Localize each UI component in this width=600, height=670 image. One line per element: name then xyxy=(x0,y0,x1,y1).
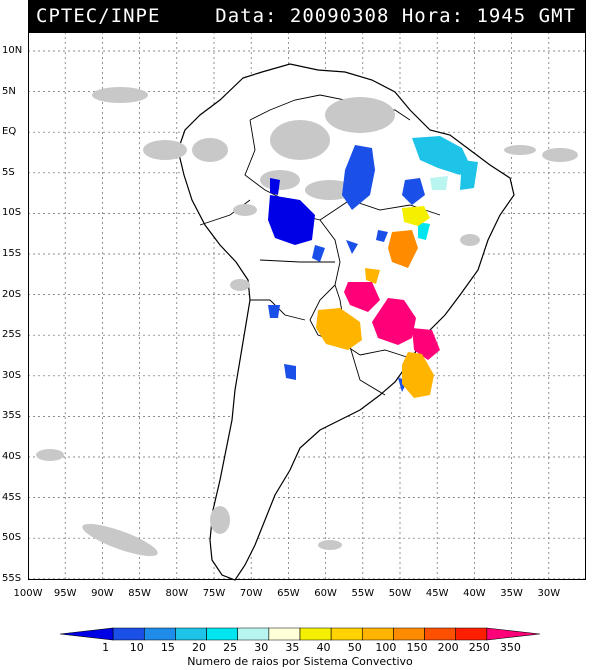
lon-label: 30W xyxy=(537,588,561,599)
legend-swatch xyxy=(206,627,239,641)
legend-swatch xyxy=(299,627,332,641)
convective-system xyxy=(365,268,380,284)
legend-tick: 25 xyxy=(223,641,238,654)
lat-label: 15S xyxy=(2,248,22,259)
convective-system xyxy=(284,364,296,380)
lat-label: 40S xyxy=(2,451,22,462)
lon-label: 35W xyxy=(500,588,523,599)
convective-system xyxy=(316,308,362,350)
legend-swatch xyxy=(361,627,394,641)
title-bar: CPTEC/INPE Data: 20090308 Hora: 1945 GMT xyxy=(28,0,586,32)
legend-swatch xyxy=(143,627,176,641)
legend-swatch xyxy=(112,627,145,641)
lat-label: 20S xyxy=(2,288,22,300)
lon-label: 95W xyxy=(53,588,77,599)
lat-label: 25S xyxy=(2,329,22,341)
legend-tick: 250 xyxy=(468,641,490,654)
title-datetime: Data: 20090308 Hora: 1945 GMT xyxy=(215,5,576,27)
legend-tick: 35 xyxy=(285,641,300,654)
lon-label: 80W xyxy=(165,588,189,599)
legend-swatch xyxy=(175,627,207,641)
lon-label: 60W xyxy=(314,588,337,599)
legend-swatch xyxy=(393,627,425,641)
legend-swatch xyxy=(59,627,114,641)
lon-label: 75W xyxy=(202,588,226,599)
lon-label: 55W xyxy=(351,588,375,599)
convective-system xyxy=(412,136,470,175)
convective-system xyxy=(376,230,388,242)
convective-system xyxy=(418,222,430,240)
convective-system xyxy=(430,176,448,190)
lat-label: 55S xyxy=(2,572,22,584)
convective-systems xyxy=(268,136,478,398)
legend-tick: 150 xyxy=(406,641,428,654)
legend-swatch xyxy=(455,627,488,641)
legend-caption: Numero de raios por Sistema Convectivo xyxy=(187,655,413,668)
legend-tick: 15 xyxy=(160,641,175,654)
lat-label: 10N xyxy=(2,45,23,56)
legend-tick: 100 xyxy=(375,641,397,654)
legend-tick: 10 xyxy=(129,641,144,654)
lat-label: EQ xyxy=(2,126,17,138)
lon-label: 45W xyxy=(425,588,449,599)
convective-system xyxy=(388,230,418,268)
legend-tick: 350 xyxy=(499,641,521,654)
legend-swatch xyxy=(424,627,457,641)
lon-label: 65W xyxy=(277,588,300,599)
lon-label: 50W xyxy=(388,588,412,599)
legend-swatch xyxy=(330,627,363,641)
legend-colorbar xyxy=(59,627,541,641)
convective-system xyxy=(268,305,280,318)
convective-system xyxy=(312,245,325,262)
lon-label: 90W xyxy=(91,588,114,599)
convective-system xyxy=(402,206,430,226)
convective-system xyxy=(342,145,375,210)
convective-system xyxy=(402,352,434,398)
convective-system xyxy=(344,282,380,312)
lat-label: 10S xyxy=(2,207,22,219)
convective-system xyxy=(402,178,425,205)
lat-label: 35S xyxy=(2,410,22,422)
legend-tick: 20 xyxy=(192,641,206,654)
legend-tick: 50 xyxy=(347,641,362,654)
lon-label: 100W xyxy=(13,588,43,599)
legend-swatch xyxy=(268,627,301,641)
lat-label: 30S xyxy=(2,369,22,381)
legend-tick: 1 xyxy=(102,641,110,654)
convective-system xyxy=(268,195,315,245)
lat-label: 5N xyxy=(2,85,16,97)
lat-label: 45S xyxy=(2,491,22,503)
lon-label: 40W xyxy=(463,588,486,599)
convective-system xyxy=(346,240,358,254)
convective-system xyxy=(460,160,478,190)
lon-label: 70W xyxy=(239,588,263,599)
lon-label: 85W xyxy=(128,588,151,599)
convective-system xyxy=(270,178,280,195)
legend-tick: 30 xyxy=(254,641,269,654)
legend-tick: 40 xyxy=(316,641,331,654)
lat-label: 5S xyxy=(2,166,15,178)
map-frame xyxy=(28,32,586,580)
lat-label: 50S xyxy=(2,532,22,544)
legend-swatch xyxy=(237,627,270,641)
convective-system xyxy=(372,298,416,345)
legend-swatch xyxy=(486,627,541,641)
cloud-cover xyxy=(36,87,578,557)
legend-tick: 200 xyxy=(437,641,459,654)
convective-system xyxy=(412,328,440,360)
title-source: CPTEC/INPE xyxy=(36,5,161,27)
